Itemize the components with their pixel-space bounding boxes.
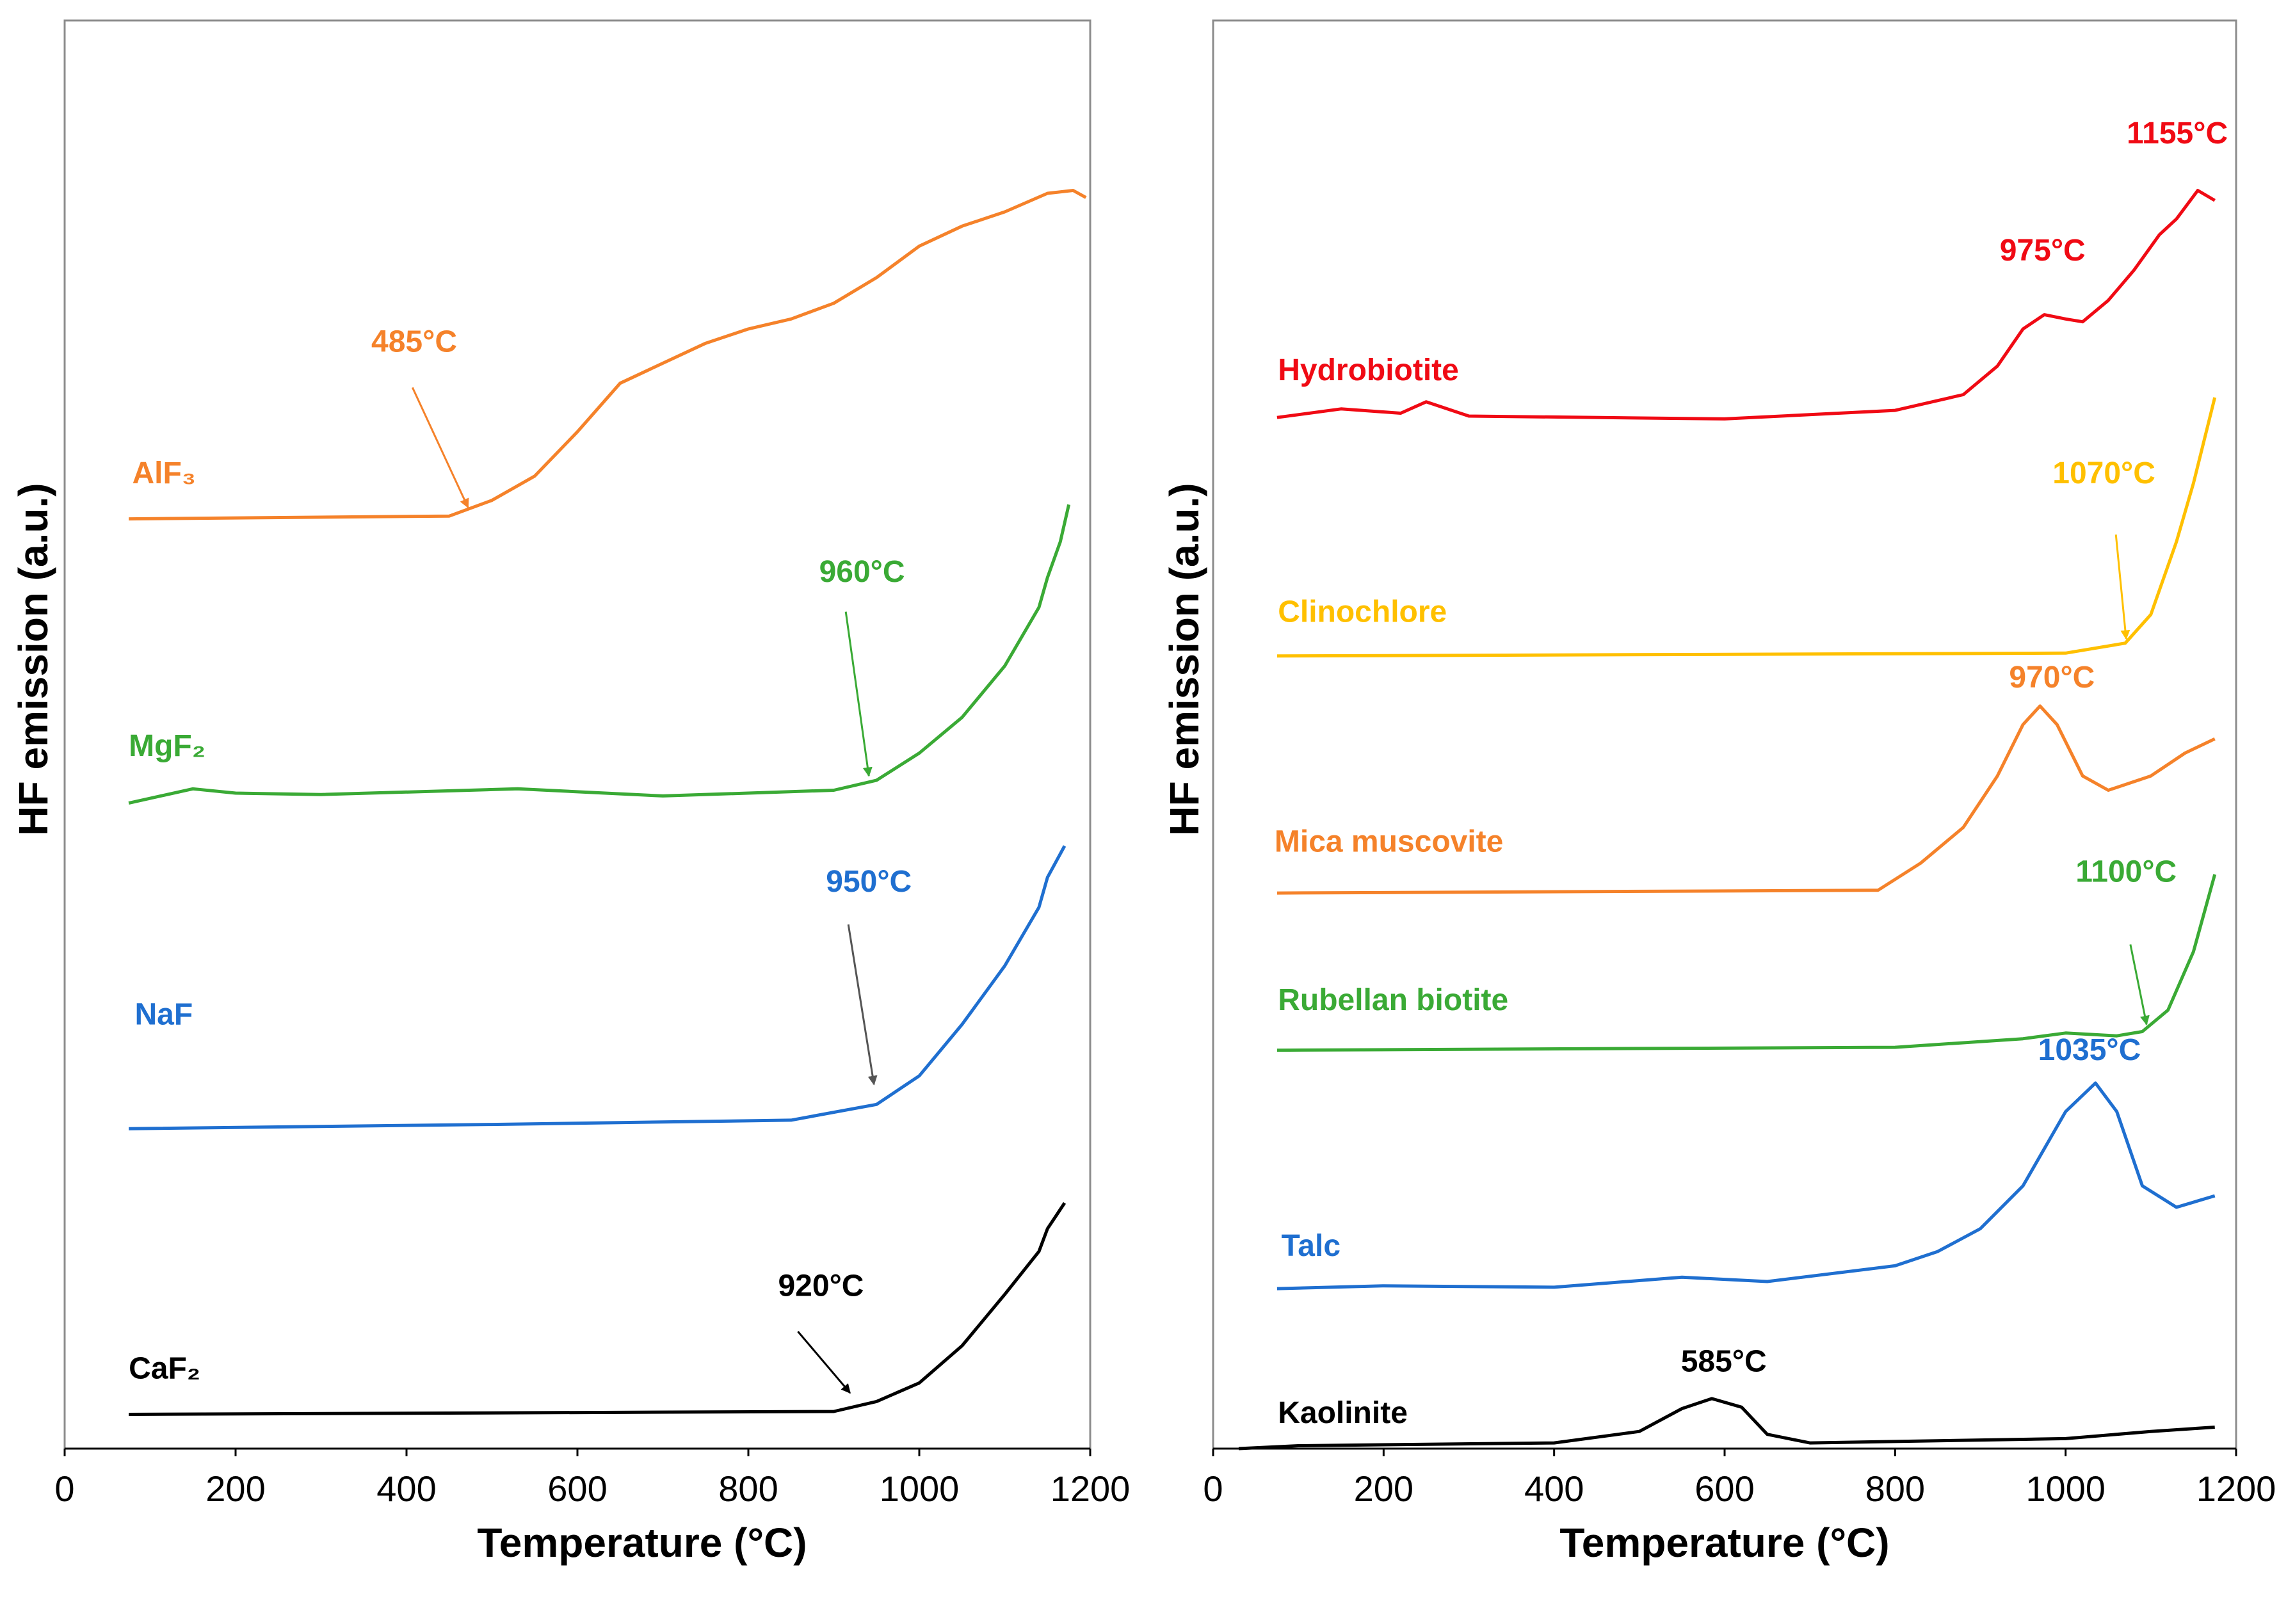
- right-x-axis-title: Temperature (°C): [1559, 1520, 1889, 1566]
- annotation-arrow: [2114, 535, 2130, 640]
- x-tick-label: 200: [1354, 1468, 1413, 1509]
- left-y-axis-title: HF emission (a.u.): [10, 483, 56, 835]
- left-x-axis-title: Temperature (°C): [477, 1520, 807, 1566]
- series-label: MgF₂: [129, 729, 205, 763]
- series-line-rubellan-biotite: [1276, 874, 2217, 1052]
- peak-annotation: 1035°C: [2038, 1033, 2141, 1067]
- series-line-talc: [1276, 1081, 2216, 1290]
- peak-annotation: 920°C: [778, 1269, 864, 1303]
- peak-annotation: 1155°C: [2127, 117, 2228, 150]
- peak-annotation: 975°C: [2000, 234, 2086, 268]
- x-tick-label: 1000: [2025, 1468, 2106, 1509]
- series-label: Rubellan biotite: [1278, 983, 1508, 1017]
- plot-frame: [63, 19, 1091, 1450]
- left-panel: HF emission (a.u.) Temperature (°C) 0 200…: [10, 19, 1131, 1566]
- annotation-arrow: [411, 387, 469, 509]
- series-label: Clinochlore: [1278, 595, 1447, 629]
- series-line-naf: [129, 845, 1067, 1130]
- right-panel: HF emission (a.u.) Temperature (°C) 0 200…: [1161, 19, 2276, 1566]
- series-line-mica-muscovite: [1276, 704, 2216, 895]
- series-label: Kaolinite: [1278, 1396, 1408, 1430]
- x-tick-label: 800: [1865, 1468, 1925, 1509]
- x-tick-label: 1200: [2196, 1468, 2276, 1509]
- x-tick-label: 800: [718, 1468, 778, 1509]
- peak-annotation: 1100°C: [2075, 855, 2177, 888]
- series-line-mgf-: [128, 504, 1071, 805]
- series-label: AlF₃: [132, 456, 196, 490]
- peak-annotation: 1070°C: [2052, 456, 2155, 490]
- series-line-alf-: [129, 189, 1087, 521]
- peak-annotation: 960°C: [819, 555, 905, 589]
- x-tick-label: 1200: [1051, 1468, 1131, 1509]
- x-tick-label: 0: [1203, 1468, 1223, 1509]
- series-label: Hydrobiotite: [1278, 353, 1459, 387]
- series-line-hydrobiotite: [1276, 189, 2216, 421]
- x-tick-label: 400: [1524, 1468, 1584, 1509]
- peak-annotation: 485°C: [371, 325, 457, 359]
- right-y-axis-title: HF emission (a.u.): [1161, 483, 1207, 835]
- peak-annotation: 970°C: [2009, 661, 2095, 695]
- x-tick-label: 1000: [880, 1468, 960, 1509]
- series-line-kaolinite: [1238, 1397, 2215, 1451]
- annotation-arrow: [847, 924, 878, 1086]
- x-tick-label: 600: [547, 1468, 607, 1509]
- annotation-arrow: [844, 611, 873, 777]
- x-tick-label: 600: [1695, 1468, 1754, 1509]
- series-label: CaF₂: [129, 1352, 200, 1386]
- x-tick-label: 400: [376, 1468, 436, 1509]
- peak-annotation: 950°C: [826, 865, 912, 899]
- annotation-arrow: [797, 1331, 851, 1394]
- series-label: Mica muscovite: [1275, 824, 1503, 858]
- series-label: Talc: [1282, 1229, 1341, 1263]
- series-line-caf-: [129, 1202, 1067, 1416]
- x-tick-label: 0: [54, 1468, 74, 1509]
- peak-annotation: 585°C: [1681, 1345, 1767, 1379]
- x-tick-label: 200: [205, 1468, 265, 1509]
- annotation-arrow: [2129, 944, 2150, 1025]
- series-label: NaF: [134, 997, 193, 1031]
- series-line-clinochlore: [1276, 397, 2217, 658]
